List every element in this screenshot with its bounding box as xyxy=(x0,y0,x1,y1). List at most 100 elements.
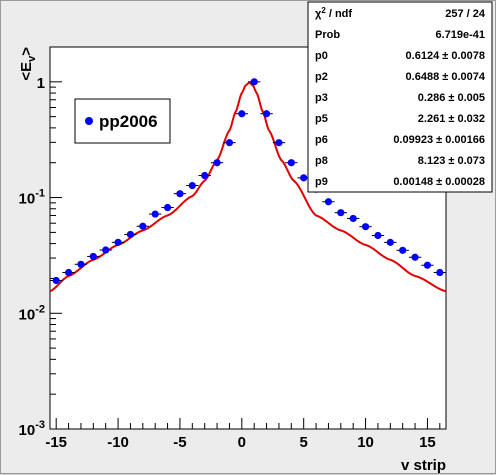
stats-value: 0.09923 ± 0.00166 xyxy=(393,134,485,146)
point-marker xyxy=(436,268,444,277)
point-marker xyxy=(201,171,209,180)
point-marker xyxy=(64,268,73,277)
data-point xyxy=(136,222,149,230)
data-point xyxy=(421,261,434,269)
stats-rows: χ2 / ndf 257 / 24 Prob 6.719e-41 p0 0.6124 ± … xyxy=(315,6,486,188)
legend: pp2006 xyxy=(74,98,171,144)
data-point xyxy=(149,210,162,218)
y-tick-label: 10-3 xyxy=(19,419,45,439)
point-marker xyxy=(102,246,110,254)
point-marker xyxy=(349,214,357,223)
stats-value: 0.6488 ± 0.0074 xyxy=(406,71,486,83)
stats-label: Prob xyxy=(315,29,340,41)
stats-label: p6 xyxy=(315,134,328,146)
point-marker xyxy=(52,276,60,285)
point-marker xyxy=(287,159,295,167)
point-marker xyxy=(386,238,394,246)
stats-box-frame xyxy=(307,1,493,193)
stats-value: 0.286 ± 0.005 xyxy=(418,92,485,104)
stats-row: χ2 / ndf 257 / 24 xyxy=(315,6,486,20)
data-point xyxy=(384,238,397,246)
point-marker xyxy=(361,223,370,231)
stats-label: p5 xyxy=(315,113,328,125)
data-point xyxy=(223,139,236,147)
point-marker xyxy=(89,252,97,261)
stats-box: χ2 / ndf 257 / 24 Prob 6.719e-41 p0 0.6124 ± … xyxy=(307,1,493,193)
data-point xyxy=(371,231,385,240)
point-marker xyxy=(188,181,196,190)
x-tick-label: 15 xyxy=(419,434,436,451)
legend-marker xyxy=(85,117,93,125)
stats-label: p2 xyxy=(315,71,328,83)
point-marker xyxy=(151,210,159,218)
point-marker xyxy=(262,110,271,118)
y-tick-label: 10-2 xyxy=(19,303,45,323)
data-point xyxy=(322,198,335,206)
stats-value: 2.261 ± 0.032 xyxy=(418,113,485,125)
point-marker xyxy=(238,110,246,118)
data-point xyxy=(173,190,187,198)
stats-label: p3 xyxy=(315,92,328,104)
data-point xyxy=(87,252,100,261)
legend-entry-label: pp2006 xyxy=(99,112,158,131)
point-marker xyxy=(126,230,135,239)
y-axis-title: <Ev> xyxy=(18,47,38,81)
stats-value: 0.00148 ± 0.00028 xyxy=(393,176,485,188)
point-marker xyxy=(213,159,221,167)
x-tick-label: -15 xyxy=(45,434,67,451)
data-point xyxy=(74,260,88,268)
fit-group xyxy=(49,81,447,293)
fit-curve xyxy=(49,81,447,293)
y-tick-label: 10-1 xyxy=(19,188,45,208)
data-point xyxy=(285,159,298,167)
data-point xyxy=(99,246,112,254)
data-point xyxy=(124,230,137,239)
data-point xyxy=(347,214,360,223)
stats-row: p3 0.286 ± 0.005 xyxy=(315,92,485,104)
data-point xyxy=(433,268,446,277)
x-tick-label: 5 xyxy=(300,434,308,451)
point-marker xyxy=(114,238,122,246)
point-marker xyxy=(77,260,85,268)
y-tick-label: 1 xyxy=(37,75,45,92)
data-point xyxy=(161,203,174,212)
point-marker xyxy=(176,190,184,198)
data-point xyxy=(248,78,261,86)
point-marker xyxy=(225,139,234,147)
point-marker xyxy=(324,198,333,206)
stats-label: p9 xyxy=(315,176,328,188)
data-point xyxy=(334,209,347,217)
point-marker xyxy=(250,78,258,86)
ticks-group: -15 -10 -5 0 5 10 15 10-3 10-2 10-1 1 xyxy=(19,46,441,451)
data-point xyxy=(396,246,409,254)
stats-label: p0 xyxy=(315,50,328,62)
point-marker xyxy=(374,231,382,240)
point-marker xyxy=(139,222,147,230)
x-tick-label: -10 xyxy=(107,434,129,451)
data-point xyxy=(198,171,211,180)
data-point xyxy=(111,238,125,246)
data-point xyxy=(50,276,63,285)
point-marker xyxy=(423,261,432,269)
data-point xyxy=(186,181,199,190)
stats-row: p9 0.00148 ± 0.00028 xyxy=(315,176,485,188)
data-point xyxy=(210,159,224,167)
data-point xyxy=(359,223,372,231)
stats-row: p8 8.123 ± 0.073 xyxy=(315,155,485,167)
x-tick-label: 10 xyxy=(357,434,374,451)
legend-box xyxy=(74,98,171,144)
x-axis-title: v strip xyxy=(401,457,446,474)
stats-row: p0 0.6124 ± 0.0078 xyxy=(315,50,485,62)
stats-row: Prob 6.719e-41 xyxy=(315,29,485,41)
point-marker xyxy=(163,203,172,212)
stats-label: p8 xyxy=(315,155,328,167)
x-tick-label: -5 xyxy=(173,434,186,451)
stats-row: p5 2.261 ± 0.032 xyxy=(315,113,485,125)
data-point xyxy=(235,110,248,118)
stats-value: 8.123 ± 0.073 xyxy=(418,155,485,167)
point-marker xyxy=(300,174,308,182)
point-marker xyxy=(411,253,419,261)
x-tick-label: 0 xyxy=(238,434,246,451)
